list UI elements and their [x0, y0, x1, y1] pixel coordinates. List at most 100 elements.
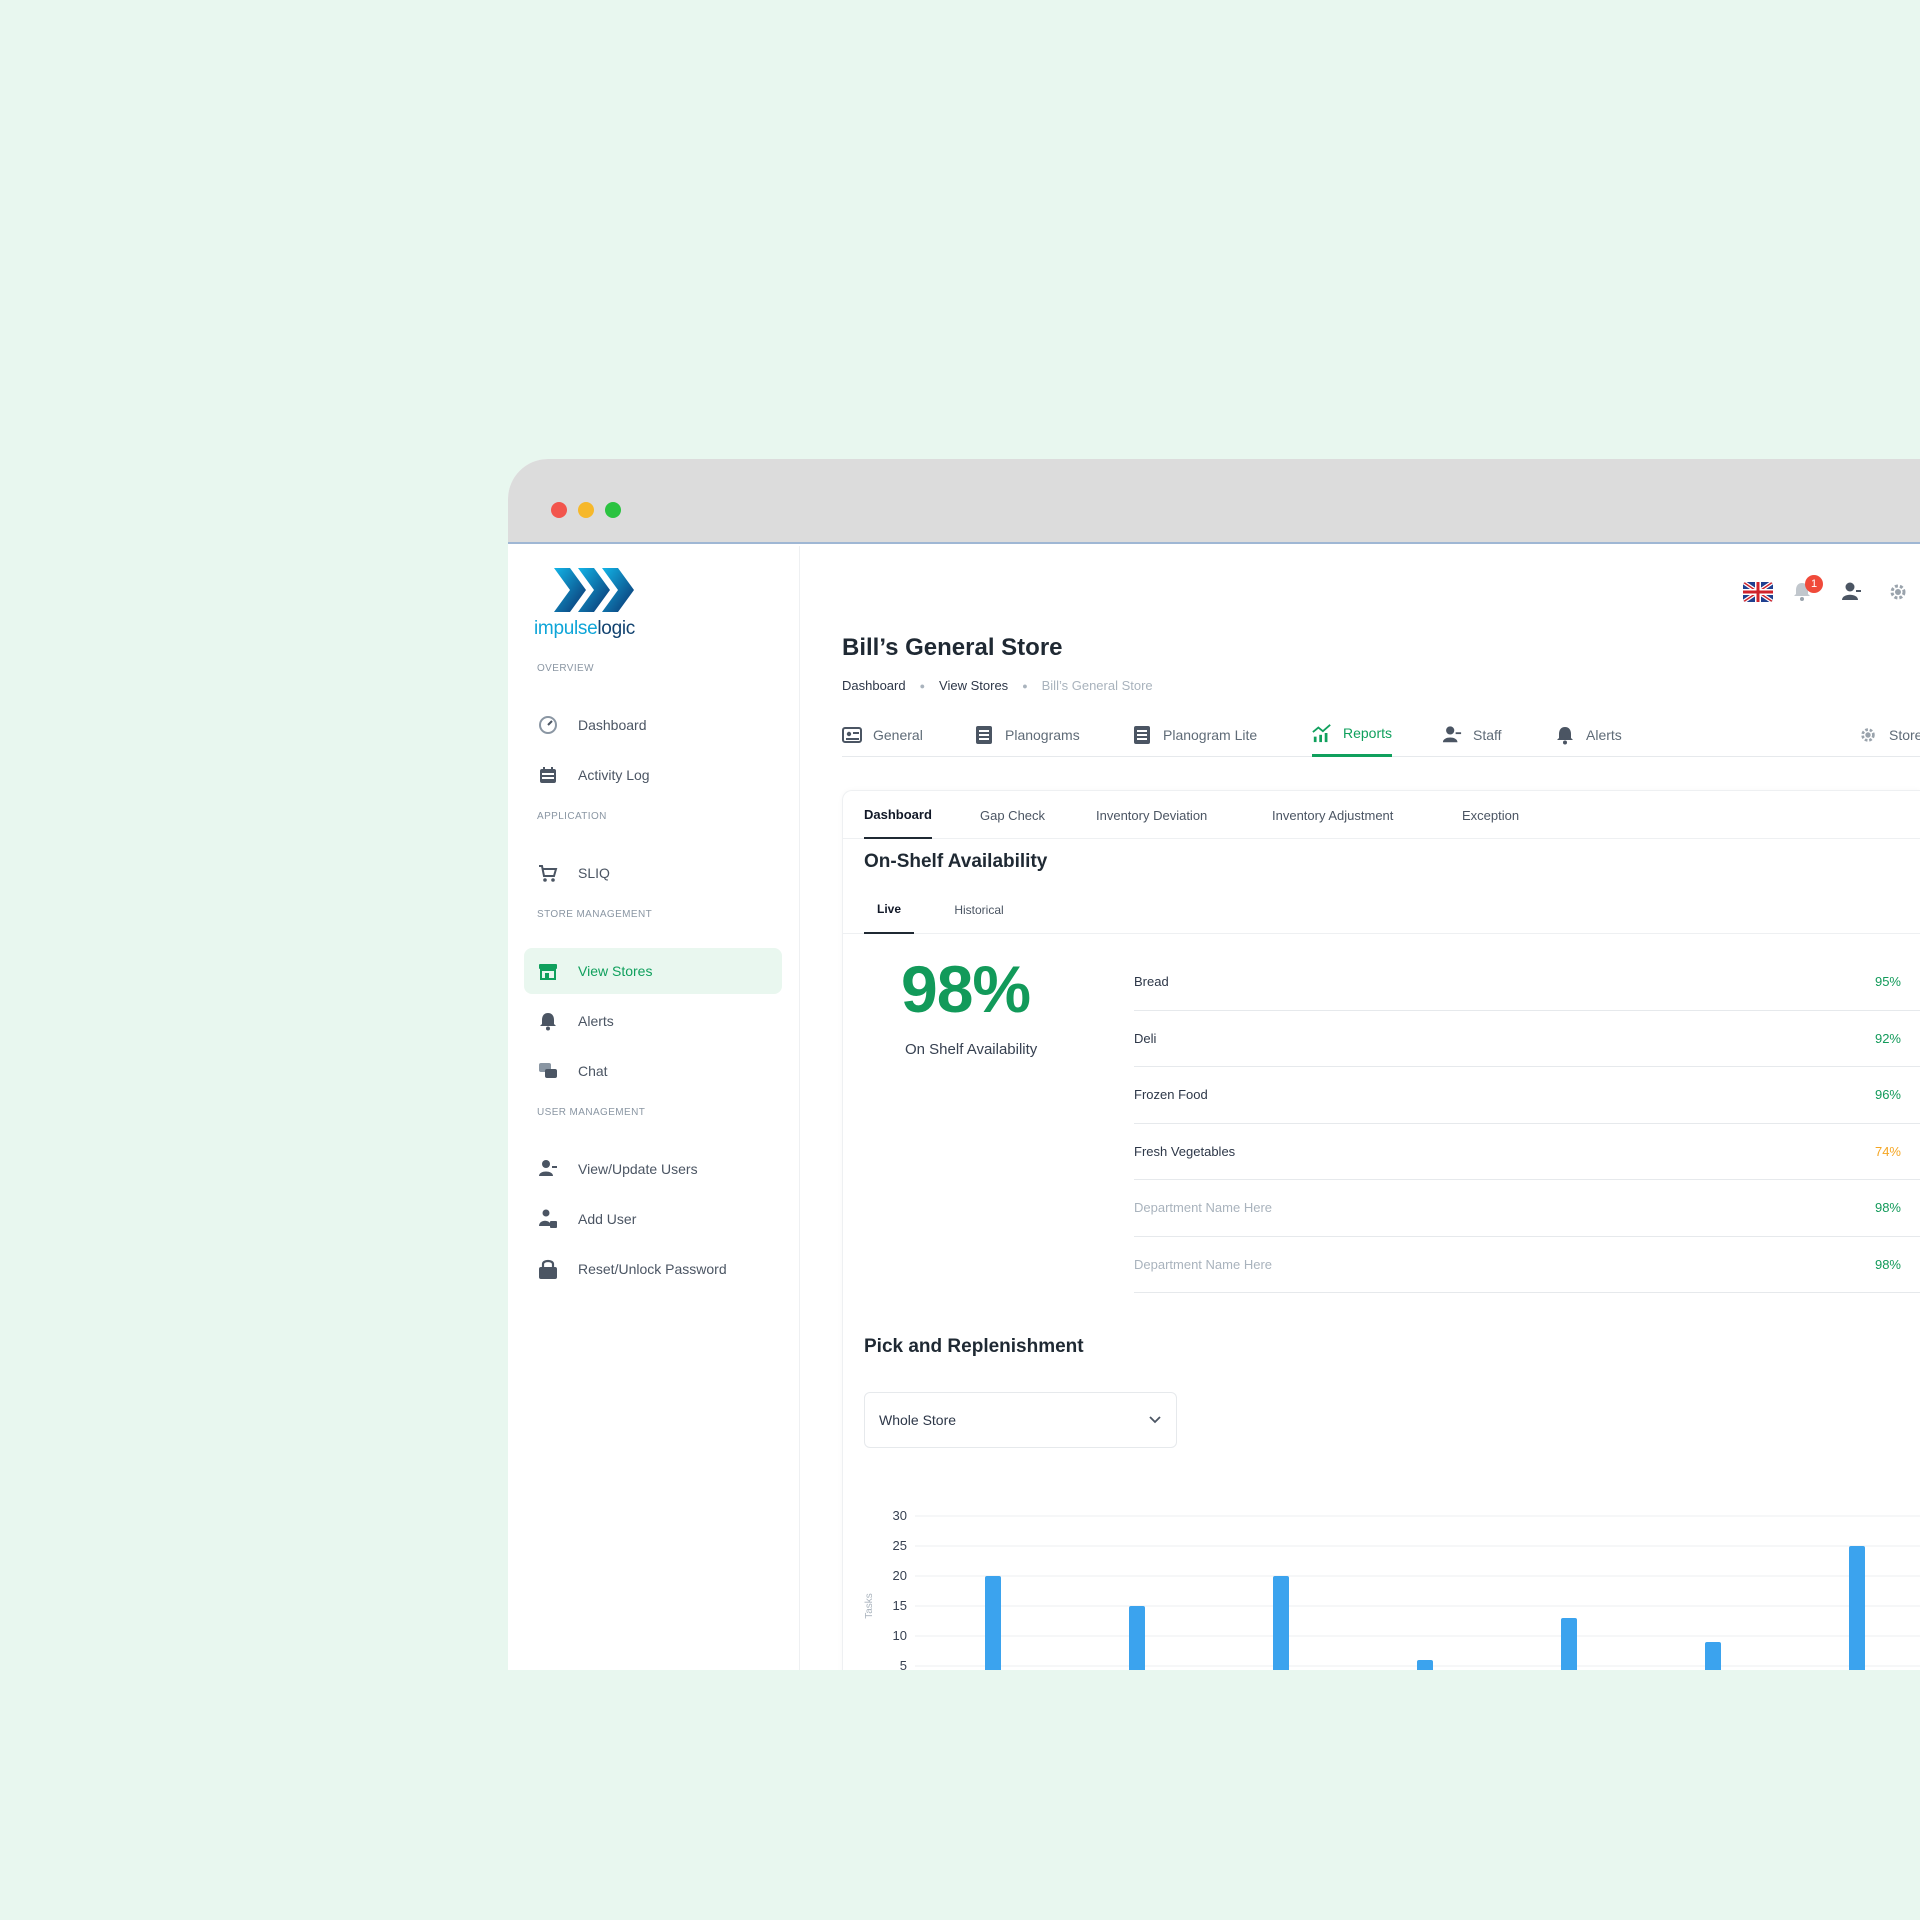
sidebar-item-sliq[interactable]: SLIQ — [524, 850, 782, 896]
section-label-overview: OVERVIEW — [537, 663, 594, 674]
bell-icon — [1555, 725, 1575, 745]
y-tick-label: 25 — [893, 1538, 907, 1553]
tab-alerts[interactable]: Alerts — [1555, 712, 1622, 757]
store-scope-select[interactable]: Whole Store — [864, 1392, 1177, 1448]
osa-mode-tabs: Live Historical — [843, 886, 1920, 934]
impulselogic-logo-icon[interactable] — [534, 560, 694, 642]
y-axis-label: Tasks — [864, 1593, 875, 1619]
department-row: Frozen Food 96% — [1134, 1067, 1920, 1124]
document-icon — [1132, 725, 1152, 745]
department-value: 92% — [1874, 1030, 1901, 1046]
breadcrumb-separator: ● — [919, 680, 926, 691]
store-tabs: General Planograms Planogram Lite Report… — [842, 712, 1920, 757]
id-card-icon — [842, 725, 862, 745]
department-value: 95% — [1874, 974, 1901, 990]
store-scope-value: Whole Store — [879, 1412, 957, 1428]
breadcrumb-view-stores[interactable]: View Stores — [939, 678, 1009, 693]
chart-bar[interactable] — [985, 1576, 1001, 1670]
tab-historical[interactable]: Historical — [954, 903, 1004, 917]
sidebar-item-activity-log[interactable]: Activity Log — [524, 752, 782, 798]
sidebar-item-dashboard[interactable]: Dashboard — [524, 702, 782, 748]
department-value: 98% — [1874, 1256, 1901, 1272]
tab-reports[interactable]: Reports — [1312, 712, 1393, 757]
department-value: 74% — [1874, 1143, 1901, 1159]
maximize-window-button[interactable] — [605, 502, 621, 518]
dashboard-gauge-icon — [537, 714, 559, 736]
chart-bar[interactable] — [1705, 1642, 1721, 1670]
department-row: Department Name Here 98% — [1134, 1237, 1920, 1293]
department-name: Frozen Food — [1134, 1087, 1208, 1103]
users-icon — [537, 1158, 559, 1180]
breadcrumb-dashboard[interactable]: Dashboard — [842, 678, 906, 693]
tab-general[interactable]: General — [842, 712, 923, 757]
app-window: impulselogic OVERVIEW Dashboard Activity… — [508, 459, 1920, 1670]
sidebar-item-view-stores[interactable]: View Stores — [524, 948, 782, 994]
department-name: Fresh Vegetables — [1134, 1143, 1236, 1159]
department-name: Department Name Here — [1134, 1256, 1272, 1272]
tab-staff[interactable]: Staff — [1442, 712, 1502, 757]
header-actions: 1 — [1720, 575, 1920, 610]
reports-card: Dashboard Gap Check Inventory Deviation … — [842, 790, 1920, 1670]
chart-bar[interactable] — [1273, 1576, 1289, 1670]
chevron-down-icon — [1148, 1412, 1162, 1428]
minimize-window-button[interactable] — [578, 502, 594, 518]
pick-replenishment-chart: 0 5 10 15 20 25 30 Tasks — [843, 1491, 1920, 1670]
department-name: Deli — [1134, 1030, 1157, 1046]
add-user-icon — [537, 1208, 559, 1230]
y-tick-label: 15 — [893, 1598, 907, 1613]
department-name: Bread — [1134, 974, 1169, 990]
close-window-button[interactable] — [551, 502, 567, 518]
department-row: Bread 95% — [1134, 954, 1920, 1011]
osa-overall-value: 98% — [901, 952, 1031, 1026]
subtab-exception[interactable]: Exception — [1462, 807, 1520, 823]
y-tick-label: 30 — [893, 1508, 907, 1523]
notification-badge: 1 — [1805, 575, 1823, 593]
breadcrumb-current: Bill’s General Store — [1041, 678, 1153, 693]
section-label-user-management: USER MANAGEMENT — [537, 1107, 646, 1118]
subtab-inventory-deviation[interactable]: Inventory Deviation — [1096, 807, 1208, 823]
y-tick-label: 5 — [900, 1658, 907, 1670]
department-name: Department Name Here — [1134, 1200, 1272, 1216]
breadcrumb-separator: ● — [1022, 680, 1028, 691]
sidebar-item-add-user[interactable]: Add User — [524, 1196, 782, 1242]
tab-store-settings[interactable]: Store — [1858, 712, 1920, 757]
chart-bar[interactable] — [1129, 1606, 1145, 1670]
tab-planograms[interactable]: Planograms — [974, 712, 1080, 757]
chart-icon — [1312, 723, 1332, 743]
osa-heading: On-Shelf Availability — [864, 851, 1048, 872]
settings-gear-icon[interactable] — [1888, 582, 1908, 607]
breadcrumb: Dashboard ● View Stores ● Bill’s General… — [842, 678, 1153, 693]
osa-overall-label: On Shelf Availability — [905, 1041, 1038, 1058]
subtab-inventory-adjustment[interactable]: Inventory Adjustment — [1272, 807, 1394, 823]
department-list: Bread 95% Deli 92% Frozen Food 96% Fresh Veget… — [1134, 954, 1920, 1293]
sidebar-item-alerts[interactable]: Alerts — [524, 998, 782, 1044]
department-row: Department Name Here 98% — [1134, 1180, 1920, 1237]
chart-bar[interactable] — [1849, 1546, 1865, 1670]
department-row: Fresh Vegetables 74% — [1134, 1124, 1920, 1180]
bell-icon — [537, 1010, 559, 1032]
tab-planogram-lite[interactable]: Planogram Lite — [1132, 712, 1257, 757]
section-label-store-management: STORE MANAGEMENT — [537, 909, 653, 920]
store-icon — [537, 960, 559, 982]
sidebar-item-view-update-users[interactable]: View/Update Users — [524, 1146, 782, 1192]
tab-live[interactable]: Live — [864, 886, 914, 934]
department-value: 96% — [1874, 1087, 1901, 1103]
logo-wordmark: impulselogic — [534, 618, 635, 639]
page-title: Bill’s General Store — [842, 634, 1063, 661]
chat-icon — [537, 1060, 559, 1082]
sidebar: impulselogic OVERVIEW Dashboard Activity… — [508, 546, 800, 1670]
sidebar-item-reset-password[interactable]: Reset/Unlock Password — [524, 1246, 782, 1292]
subtab-dashboard[interactable]: Dashboard — [864, 791, 932, 839]
gear-icon — [1858, 725, 1878, 745]
department-row: Deli 92% — [1134, 1011, 1920, 1067]
chart-bar[interactable] — [1417, 1660, 1433, 1670]
subtab-gap-check[interactable]: Gap Check — [980, 807, 1046, 823]
user-profile-icon[interactable] — [1840, 581, 1862, 608]
sidebar-item-chat[interactable]: Chat — [524, 1048, 782, 1094]
chart-bar[interactable] — [1561, 1618, 1577, 1670]
uk-flag-icon[interactable] — [1743, 582, 1773, 602]
department-value: 98% — [1874, 1200, 1901, 1216]
window-titlebar — [508, 459, 1920, 544]
document-icon — [974, 725, 994, 745]
